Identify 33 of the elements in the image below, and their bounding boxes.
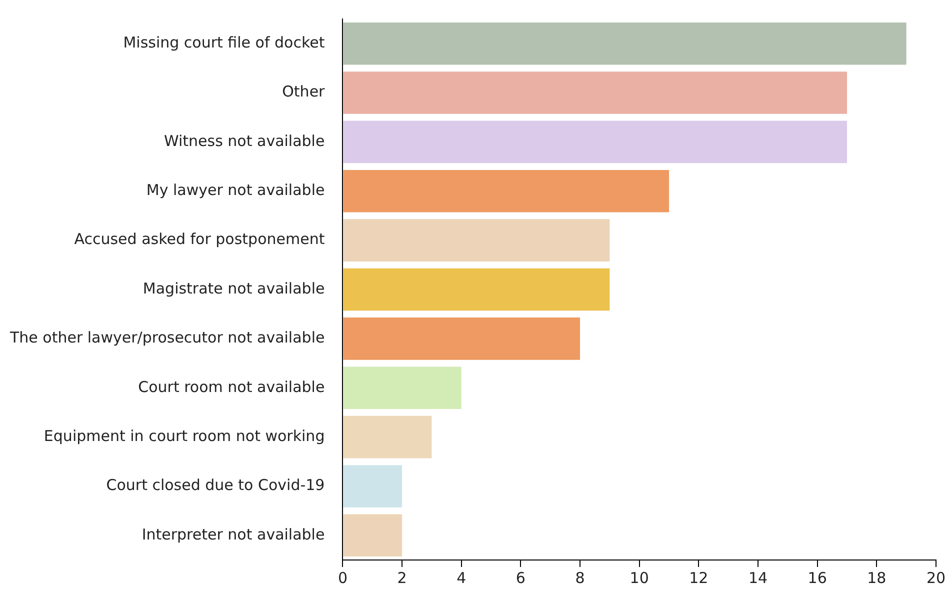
bar [343, 72, 848, 114]
y-tick-label: Other [282, 82, 326, 101]
y-tick-label: Equipment in court room not working [44, 426, 325, 445]
bar [343, 120, 848, 164]
x-tick-label: 12 [689, 568, 708, 587]
x-tick-label: 10 [630, 568, 649, 587]
x-tick-label: 6 [516, 568, 526, 587]
y-tick-label: Magistrate not available [142, 279, 325, 298]
y-tick-label: Interpreter not available [142, 525, 325, 544]
y-tick-label: Court room not available [138, 378, 325, 396]
bar [343, 416, 432, 458]
y-tick-label: The other lawyer/prosecutor not available [8, 328, 325, 347]
bar [343, 170, 670, 212]
x-tick-label: 2 [397, 568, 407, 587]
y-tick-label: My lawyer not available [146, 181, 325, 200]
bar [343, 219, 610, 262]
y-tick-label: Court closed due to Covid-19 [106, 476, 325, 494]
bar [343, 318, 580, 360]
x-tick-label: 18 [867, 568, 886, 587]
bar [343, 268, 610, 311]
bar [343, 22, 906, 65]
bar [343, 366, 462, 410]
x-tick-label: 14 [748, 568, 768, 587]
x-tick-label: 16 [808, 568, 827, 587]
y-tick-label: Missing court file of docket [123, 33, 325, 52]
x-tick-label: 4 [456, 568, 466, 587]
bar [343, 514, 402, 557]
x-tick-label: 20 [926, 568, 946, 587]
bar [343, 465, 402, 508]
x-tick-label: 8 [575, 568, 585, 587]
y-tick-label: Witness not available [164, 132, 325, 150]
x-tick-label: 0 [338, 568, 348, 587]
y-tick-label: Accused asked for postponement [74, 230, 325, 248]
